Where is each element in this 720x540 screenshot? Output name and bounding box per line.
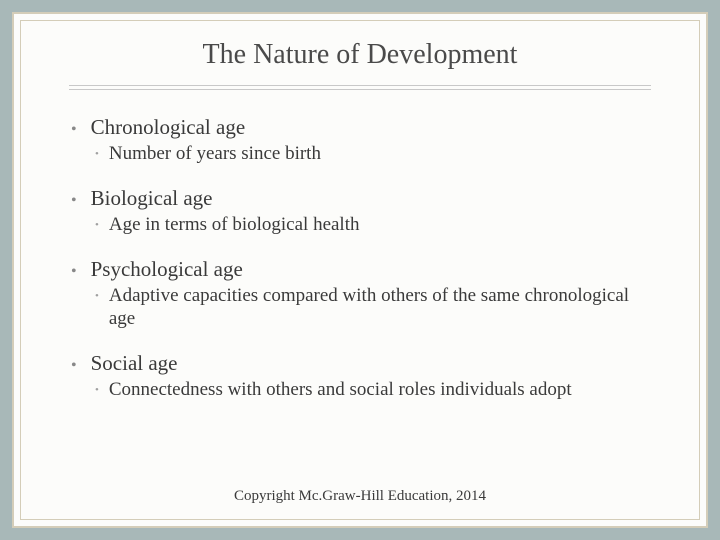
main-item-row: • Chronological age bbox=[71, 115, 651, 140]
sub-item-row: • Adaptive capacities compared with othe… bbox=[71, 284, 651, 332]
slide-title: The Nature of Development bbox=[69, 39, 651, 71]
main-item-label: Chronological age bbox=[91, 115, 246, 140]
sub-item-label: Number of years since birth bbox=[109, 142, 321, 166]
sub-item-row: • Number of years since birth bbox=[71, 142, 651, 166]
list-item: • Social age • Connectedness with others… bbox=[71, 351, 651, 402]
bullet-icon: • bbox=[95, 291, 99, 302]
main-item-label: Biological age bbox=[91, 186, 213, 211]
bullet-icon: • bbox=[71, 358, 77, 374]
sub-item-row: • Connectedness with others and social r… bbox=[71, 378, 651, 402]
bullet-icon: • bbox=[71, 122, 77, 138]
main-item-label: Social age bbox=[91, 351, 178, 376]
sub-item-label: Age in terms of biological health bbox=[109, 213, 360, 237]
bullet-icon: • bbox=[95, 149, 99, 160]
title-underline bbox=[69, 85, 651, 91]
main-item-row: • Social age bbox=[71, 351, 651, 376]
sub-item-label: Connectedness with others and social rol… bbox=[109, 378, 572, 402]
sub-item-row: • Age in terms of biological health bbox=[71, 213, 651, 237]
slide-outer-frame: The Nature of Development • Chronologica… bbox=[12, 12, 708, 528]
sub-item-label: Adaptive capacities compared with others… bbox=[109, 284, 651, 332]
bullet-icon: • bbox=[95, 220, 99, 231]
content-area: • Chronological age • Number of years si… bbox=[69, 115, 651, 402]
copyright-footer: Copyright Mc.Graw-Hill Education, 2014 bbox=[21, 488, 699, 505]
list-item: • Psychological age • Adaptive capacitie… bbox=[71, 257, 651, 332]
list-item: • Chronological age • Number of years si… bbox=[71, 115, 651, 166]
bullet-icon: • bbox=[71, 264, 77, 280]
slide-inner-frame: The Nature of Development • Chronologica… bbox=[20, 20, 700, 520]
bullet-icon: • bbox=[71, 193, 77, 209]
main-item-row: • Psychological age bbox=[71, 257, 651, 282]
list-item: • Biological age • Age in terms of biolo… bbox=[71, 186, 651, 237]
main-item-label: Psychological age bbox=[91, 257, 243, 282]
main-item-row: • Biological age bbox=[71, 186, 651, 211]
bullet-icon: • bbox=[95, 385, 99, 396]
